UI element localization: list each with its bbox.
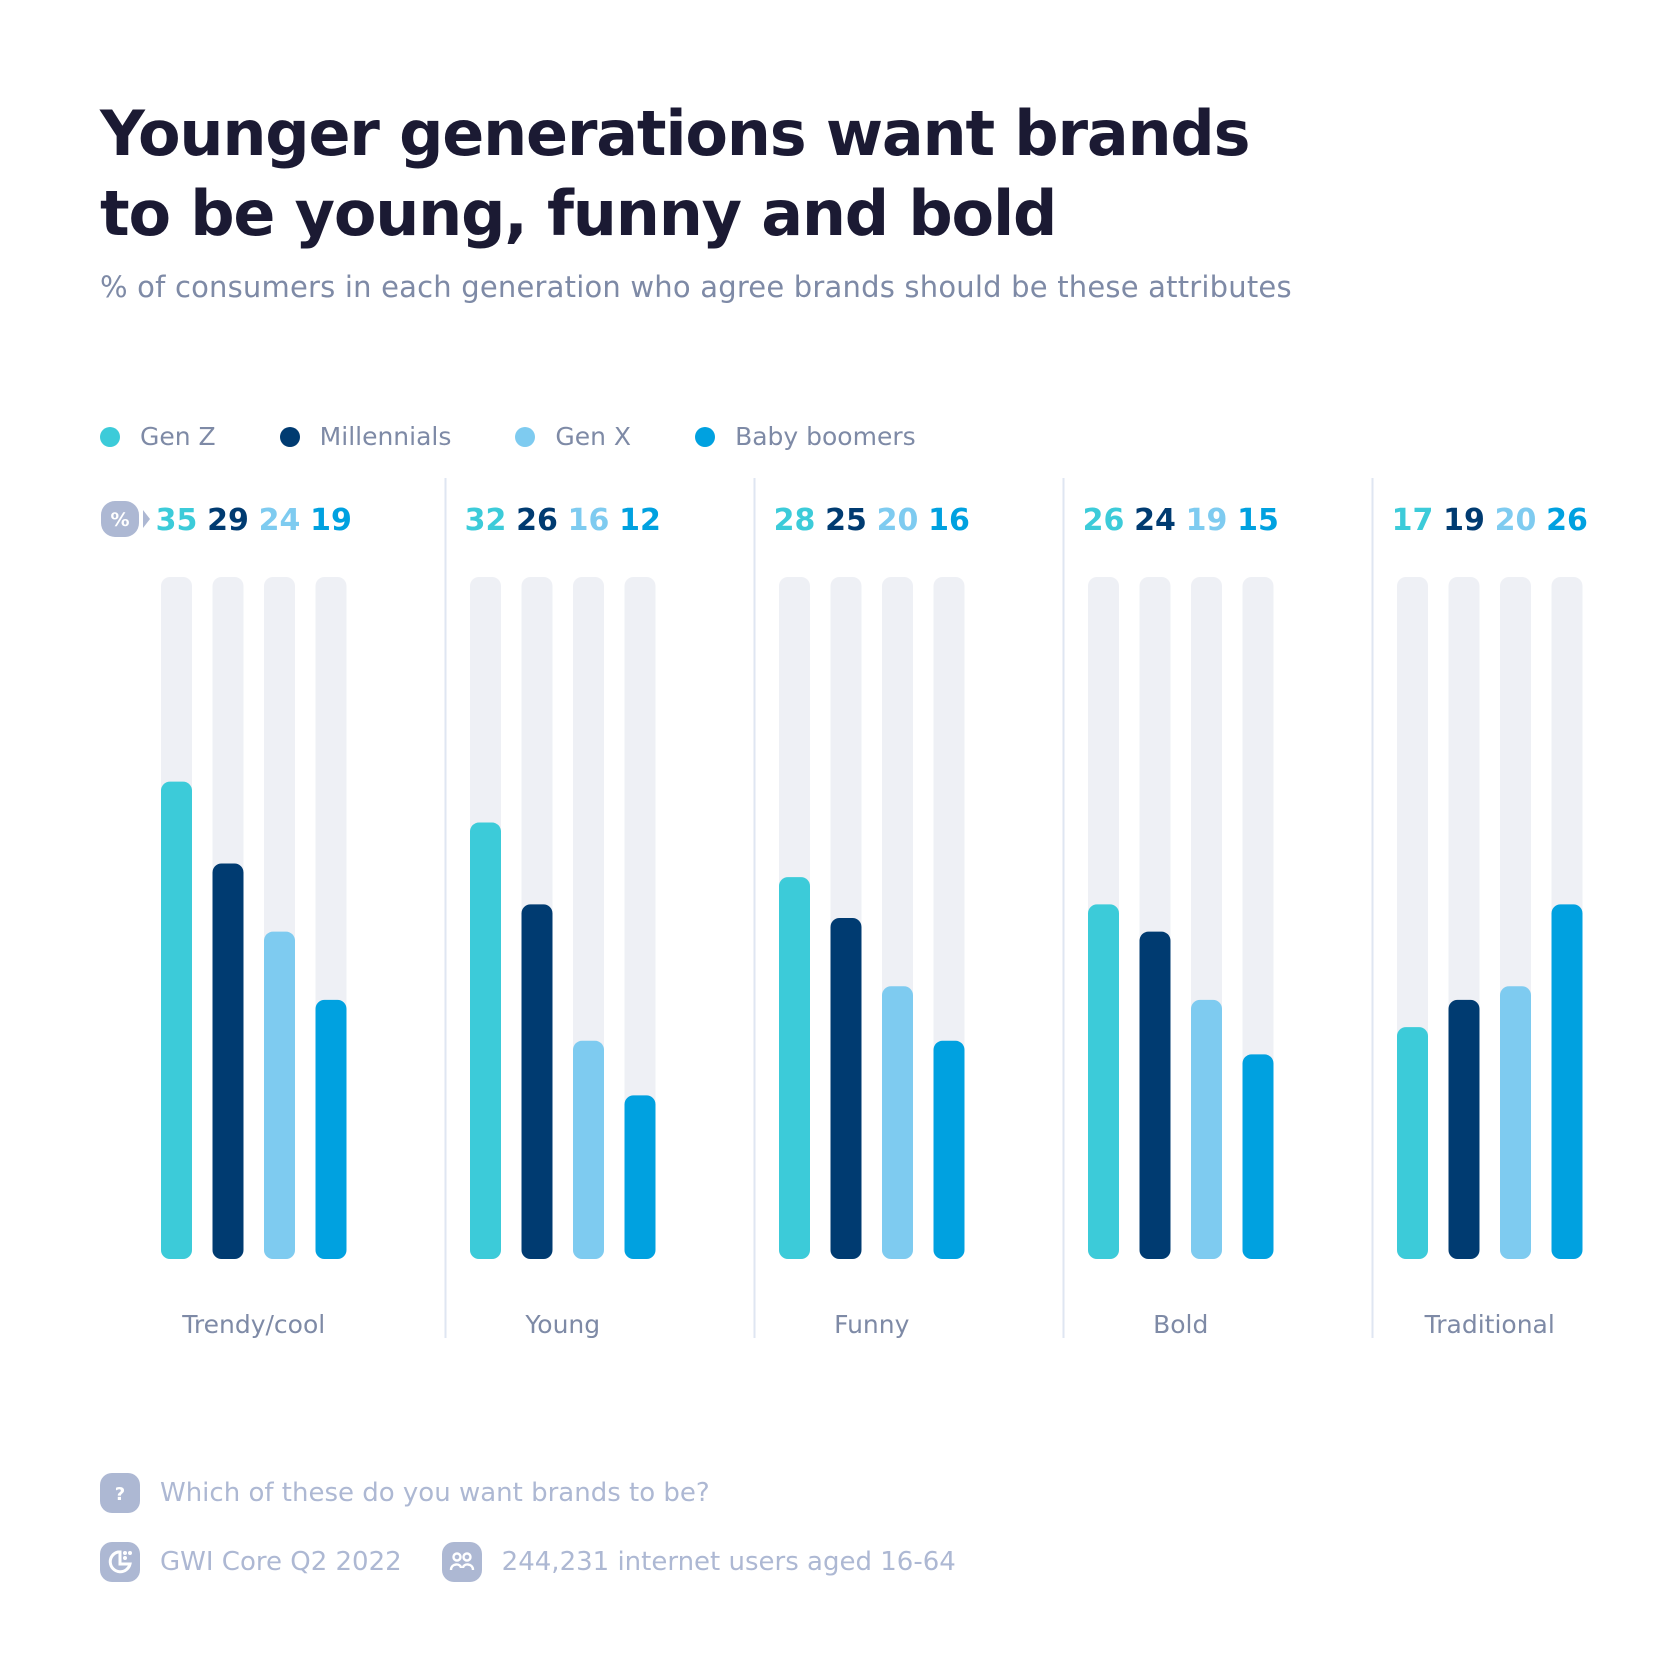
badge-pointer-icon: [143, 510, 150, 528]
value-label-young-gen-z: 32: [465, 503, 507, 538]
bar-trendy-cool-gen-x: [264, 931, 295, 1259]
group-dividers: [444, 478, 1374, 1338]
bar-traditional-millennials: [1448, 999, 1480, 1259]
category-label-young: Young: [524, 1310, 600, 1339]
legend-item-gen-x: Gen X: [515, 422, 631, 451]
bar-track: [624, 577, 656, 1259]
bar-funny-millennials: [830, 918, 862, 1259]
bar-young-millennials: [521, 904, 553, 1259]
bar-group-young: 32 26 16 12 Young: [465, 503, 661, 1339]
legend-label: Millennials: [319, 422, 452, 451]
category-label-funny: Funny: [834, 1310, 910, 1339]
legend-swatch: [695, 426, 716, 447]
value-label-trendy-cool-millennials: 29: [207, 503, 249, 538]
bar-young-baby-boomers: [624, 1095, 656, 1259]
bar-group-trendy-cool: 35 29 24 19 Trendy/cool: [156, 503, 352, 1339]
value-label-funny-gen-z: 28: [774, 503, 816, 538]
value-label-young-millennials: 26: [516, 503, 558, 538]
subtitle: % of consumers in each generation who ag…: [100, 270, 1292, 304]
legend-label: Gen Z: [140, 422, 216, 451]
sample-size: 244,231 internet users aged 16-64: [501, 1547, 956, 1577]
value-label-trendy-cool-baby-boomers: 19: [310, 503, 352, 538]
bar-funny-baby-boomers: [933, 1040, 965, 1259]
value-label-bold-baby-boomers: 15: [1237, 503, 1279, 538]
category-label-traditional: Traditional: [1424, 1310, 1555, 1339]
bar-traditional-gen-z: [1397, 1027, 1428, 1259]
bar-bold-baby-boomers: [1242, 1054, 1274, 1259]
chart-legend: Gen Z Millennials Gen X Baby boomers: [100, 422, 966, 451]
legend-item-millennials: Millennials: [279, 422, 452, 451]
footer-question-row: ? Which of these do you want brands to b…: [100, 1473, 750, 1513]
question-icon: ?: [100, 1473, 140, 1513]
bar-group-funny: 28 25 20 16 Funny: [774, 503, 970, 1339]
legend-label: Gen X: [555, 422, 632, 451]
percent-unit-badge: %: [101, 501, 150, 537]
bar-trendy-cool-millennials: [212, 863, 244, 1259]
bar-bold-millennials: [1139, 931, 1171, 1259]
value-label-traditional-baby-boomers: 26: [1546, 503, 1588, 538]
percent-badge-label: %: [110, 509, 129, 531]
bar-trendy-cool-gen-z: [161, 781, 192, 1259]
value-label-young-baby-boomers: 12: [619, 503, 661, 538]
value-label-funny-gen-x: 20: [877, 503, 919, 538]
category-label-bold: Bold: [1153, 1310, 1208, 1339]
value-label-funny-baby-boomers: 16: [928, 503, 970, 538]
bar-funny-gen-x: [882, 986, 913, 1259]
value-label-traditional-gen-x: 20: [1495, 503, 1537, 538]
title-line-2: to be young, funny and bold: [100, 177, 1057, 250]
category-label-trendy-cool: Trendy/cool: [181, 1310, 325, 1339]
value-label-traditional-gen-z: 17: [1392, 503, 1434, 538]
percent-badge-bg: [101, 501, 139, 537]
bar-young-gen-z: [470, 822, 501, 1259]
users-icon: [441, 1542, 482, 1582]
bar-bold-gen-x: [1191, 999, 1222, 1259]
value-label-traditional-millennials: 19: [1443, 503, 1485, 538]
survey-question: Which of these do you want brands to be?: [160, 1478, 710, 1508]
legend-swatch: [100, 426, 120, 447]
gwi-logo-icon: [100, 1542, 140, 1582]
bar-chart: % 35 29 24 19 Trendy/cool 32 26 16 12 Young 28 25 20…: [101, 478, 1588, 1339]
page-title: Younger generations want brands to be yo…: [100, 94, 1251, 254]
value-label-bold-gen-x: 19: [1186, 503, 1228, 538]
bar-group-traditional: 17 19 20 26 Traditional: [1392, 503, 1588, 1339]
bar-bold-gen-z: [1088, 904, 1119, 1259]
legend-item-gen-z: Gen Z: [100, 422, 216, 451]
bar-young-gen-x: [573, 1040, 604, 1259]
bar-traditional-gen-x: [1500, 986, 1531, 1259]
bar-trendy-cool-baby-boomers: [315, 999, 347, 1259]
value-label-young-gen-x: 16: [568, 503, 610, 538]
svg-text:?: ?: [115, 1484, 125, 1505]
value-label-bold-gen-z: 26: [1083, 503, 1125, 538]
value-label-trendy-cool-gen-x: 24: [259, 503, 301, 538]
bar-traditional-baby-boomers: [1551, 904, 1583, 1259]
value-label-bold-millennials: 24: [1134, 503, 1176, 538]
data-source: GWI Core Q2 2022: [160, 1547, 402, 1577]
title-line-1: Younger generations want brands: [100, 97, 1251, 170]
legend-item-baby-boomers: Baby boomers: [695, 422, 916, 451]
footer-source-row: GWI Core Q2 2022 244,231 internet users …: [100, 1542, 996, 1582]
legend-label: Baby boomers: [735, 422, 916, 451]
bar-funny-gen-z: [779, 877, 810, 1259]
bar-group-bold: 26 24 19 15 Bold: [1083, 503, 1279, 1339]
legend-swatch: [279, 426, 300, 447]
value-label-trendy-cool-gen-z: 35: [156, 503, 198, 538]
value-label-funny-millennials: 25: [825, 503, 867, 538]
legend-swatch: [515, 426, 536, 447]
bar-groups: 35 29 24 19 Trendy/cool 32 26 16 12 Young 28 25 20 16…: [156, 503, 1588, 1339]
